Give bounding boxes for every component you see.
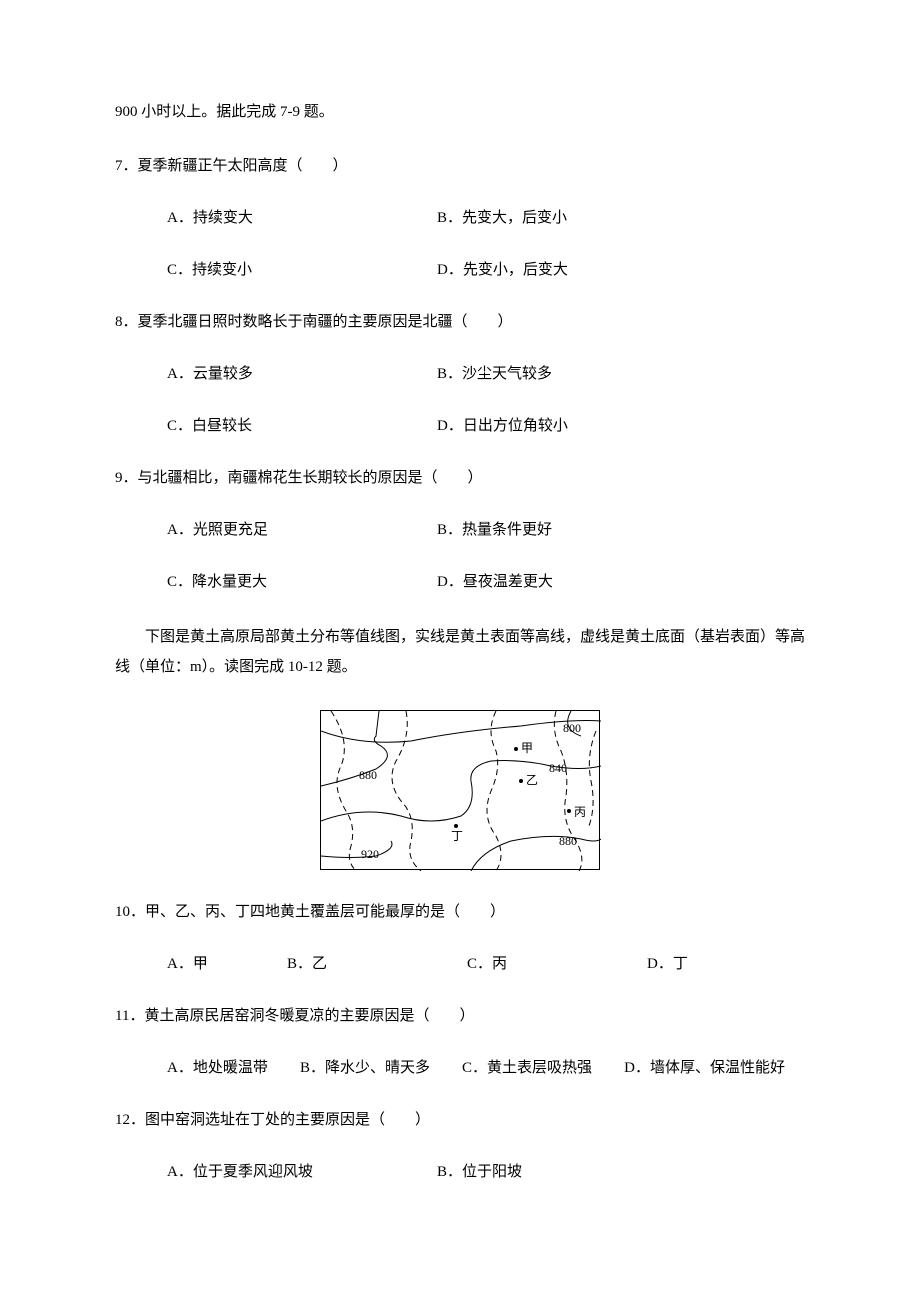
- q7-option-c: C．持续变小: [167, 258, 437, 282]
- label-880a: 880: [359, 766, 377, 785]
- q8-option-b: B．沙尘天气较多: [437, 362, 805, 386]
- q7-stem: 7．夏季新疆正午太阳高度（ ）: [115, 154, 805, 178]
- q11-option-c: C．黄土表层吸热强: [462, 1056, 592, 1080]
- passage2-intro: 下图是黄土高原局部黄土分布等值线图，实线是黄土表面等高线，虚线是黄土底面（基岩表…: [115, 622, 805, 682]
- q11-option-a: A．地处暖温带: [167, 1056, 268, 1080]
- q8-option-a: A．云量较多: [167, 362, 437, 386]
- q10-option-b: B．乙: [287, 952, 467, 976]
- q10-options: A．甲 B．乙 C．丙 D．丁: [115, 952, 805, 976]
- q10-option-d: D．丁: [647, 952, 805, 976]
- q7-options-row1: A．持续变大 B．先变大，后变小: [115, 206, 805, 230]
- q9-option-a: A．光照更充足: [167, 518, 437, 542]
- q8-stem: 8．夏季北疆日照时数略长于南疆的主要原因是北疆（ ）: [115, 310, 805, 334]
- q12-option-b: B．位于阳坡: [437, 1160, 805, 1184]
- q7-option-a: A．持续变大: [167, 206, 437, 230]
- q11-options: A．地处暖温带 B．降水少、晴天多 C．黄土表层吸热强 D．墙体厚、保温性能好: [115, 1056, 805, 1080]
- q9-stem: 9．与北疆相比，南疆棉花生长期较长的原因是（ ）: [115, 466, 805, 490]
- label-840: 840: [549, 759, 567, 778]
- label-jia: 甲: [521, 739, 533, 758]
- q10-stem: 10．甲、乙、丙、丁四地黄土覆盖层可能最厚的是（ ）: [115, 900, 805, 924]
- q11-option-b: B．降水少、晴天多: [300, 1056, 430, 1080]
- label-880b: 880: [559, 832, 577, 851]
- label-920: 920: [361, 845, 379, 864]
- q8-option-c: C．白昼较长: [167, 414, 437, 438]
- q7-option-d: D．先变小，后变大: [437, 258, 805, 282]
- q8-options-row1: A．云量较多 B．沙尘天气较多: [115, 362, 805, 386]
- q9-option-c: C．降水量更大: [167, 570, 437, 594]
- intro-continuation: 900 小时以上。据此完成 7-9 题。: [115, 100, 805, 124]
- q8-option-d: D．日出方位角较小: [437, 414, 805, 438]
- q12-options-row1: A．位于夏季风迎风坡 B．位于阳坡: [115, 1160, 805, 1184]
- q7-option-b: B．先变大，后变小: [437, 206, 805, 230]
- label-bing: 丙: [574, 803, 586, 822]
- q9-option-b: B．热量条件更好: [437, 518, 805, 542]
- q11-stem: 11．黄土高原民居窑洞冬暖夏凉的主要原因是（ ）: [115, 1004, 805, 1028]
- q7-options-row2: C．持续变小 D．先变小，后变大: [115, 258, 805, 282]
- contour-map: 800 840 880 880 920 甲 乙 丙 丁: [320, 710, 600, 870]
- q10-option-a: A．甲: [167, 952, 287, 976]
- q9-option-d: D．昼夜温差更大: [437, 570, 805, 594]
- q12-stem: 12．图中窑洞选址在丁处的主要原因是（ ）: [115, 1108, 805, 1132]
- q9-options-row2: C．降水量更大 D．昼夜温差更大: [115, 570, 805, 594]
- figure-container: 800 840 880 880 920 甲 乙 丙 丁: [115, 710, 805, 870]
- q8-options-row2: C．白昼较长 D．日出方位角较小: [115, 414, 805, 438]
- label-yi: 乙: [526, 771, 538, 790]
- q9-options-row1: A．光照更充足 B．热量条件更好: [115, 518, 805, 542]
- q12-option-a: A．位于夏季风迎风坡: [167, 1160, 437, 1184]
- label-ding: 丁: [451, 827, 463, 846]
- q11-option-d: D．墙体厚、保温性能好: [624, 1056, 785, 1080]
- q10-option-c: C．丙: [467, 952, 647, 976]
- label-800: 800: [563, 719, 581, 738]
